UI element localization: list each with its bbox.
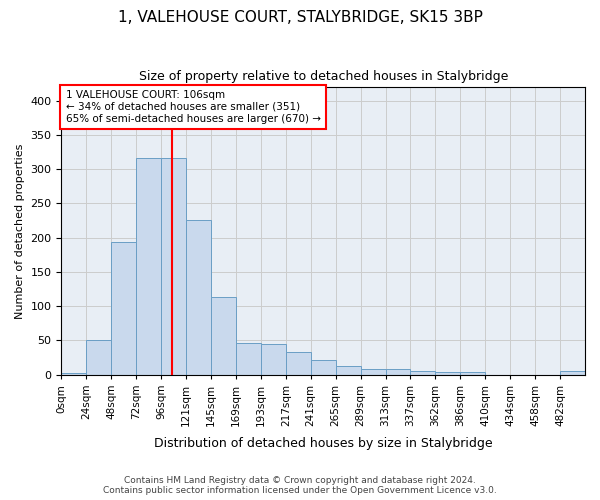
Bar bbox=[86, 340, 111, 374]
Bar bbox=[286, 352, 311, 374]
Bar bbox=[211, 296, 236, 374]
Bar bbox=[386, 370, 410, 374]
Bar bbox=[460, 372, 485, 374]
Bar bbox=[136, 158, 161, 374]
Bar bbox=[335, 366, 361, 374]
Bar bbox=[161, 158, 186, 374]
Bar bbox=[236, 343, 261, 374]
Text: Contains HM Land Registry data © Crown copyright and database right 2024.
Contai: Contains HM Land Registry data © Crown c… bbox=[103, 476, 497, 495]
Title: Size of property relative to detached houses in Stalybridge: Size of property relative to detached ho… bbox=[139, 70, 508, 83]
Bar bbox=[436, 372, 460, 374]
Bar bbox=[410, 372, 436, 374]
Text: 1 VALEHOUSE COURT: 106sqm
← 34% of detached houses are smaller (351)
65% of semi: 1 VALEHOUSE COURT: 106sqm ← 34% of detac… bbox=[65, 90, 320, 124]
Bar bbox=[560, 372, 585, 374]
Bar bbox=[261, 344, 286, 374]
Bar bbox=[361, 368, 386, 374]
X-axis label: Distribution of detached houses by size in Stalybridge: Distribution of detached houses by size … bbox=[154, 437, 493, 450]
Bar bbox=[311, 360, 335, 374]
Text: 1, VALEHOUSE COURT, STALYBRIDGE, SK15 3BP: 1, VALEHOUSE COURT, STALYBRIDGE, SK15 3B… bbox=[118, 10, 482, 25]
Bar bbox=[186, 220, 211, 374]
Y-axis label: Number of detached properties: Number of detached properties bbox=[15, 143, 25, 318]
Bar bbox=[111, 242, 136, 374]
